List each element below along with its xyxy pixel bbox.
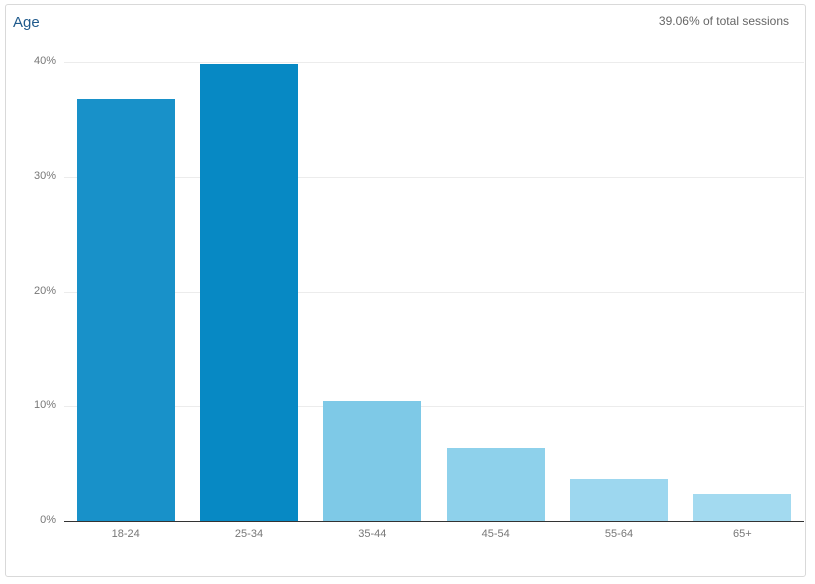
y-tick-label: 10% [33, 399, 56, 412]
x-tick-label: 65+ [732, 528, 752, 540]
x-tick-label: 25-34 [234, 528, 264, 540]
y-tick-label: 20% [33, 284, 56, 297]
chart-title: Age [13, 14, 40, 31]
x-tick-label: 45-54 [481, 528, 510, 540]
x-tick-label: 55-64 [604, 528, 634, 540]
y-tick-label: 40% [33, 55, 56, 67]
x-tick-label: 18-24 [111, 528, 140, 540]
bar-18-24[interactable] [76, 98, 175, 521]
sessions-share-label: 39.06% of total sessions [658, 14, 789, 28]
gridline [64, 291, 804, 293]
y-tick-label: 0% [40, 514, 56, 526]
x-axis-line [64, 521, 804, 522]
x-tick-label: 35-44 [358, 528, 387, 540]
bar-45-54[interactable] [446, 447, 545, 521]
bar-55-64[interactable] [570, 478, 668, 521]
gridline [64, 406, 804, 408]
y-tick-label: 30% [33, 169, 56, 182]
bar-35-44[interactable] [323, 400, 422, 521]
bar-25-34[interactable] [200, 64, 298, 521]
bar-65+[interactable] [693, 494, 792, 521]
gridline [64, 62, 804, 63]
gridline [64, 176, 804, 178]
